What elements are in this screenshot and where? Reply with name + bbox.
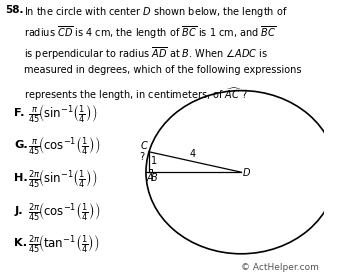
Text: F.: F.	[14, 108, 25, 118]
Text: $\frac{2\pi}{45}\!\left(\sin^{-1}\!\left(\frac{1}{4}\right)\right)$: $\frac{2\pi}{45}\!\left(\sin^{-1}\!\left…	[28, 167, 98, 189]
Text: © ActHelper.com: © ActHelper.com	[241, 263, 319, 272]
Text: H.: H.	[14, 173, 28, 183]
Text: G.: G.	[14, 140, 28, 150]
Text: K.: K.	[14, 238, 27, 248]
Text: $\frac{\pi}{45}\!\left(\sin^{-1}\!\left(\frac{1}{4}\right)\right)$: $\frac{\pi}{45}\!\left(\sin^{-1}\!\left(…	[28, 102, 98, 124]
Text: $\frac{2\pi}{45}\!\left(\cos^{-1}\!\left(\frac{1}{4}\right)\right)$: $\frac{2\pi}{45}\!\left(\cos^{-1}\!\left…	[28, 200, 100, 222]
Text: B: B	[150, 173, 157, 183]
Text: measured in degrees, which of the following expressions: measured in degrees, which of the follow…	[24, 65, 301, 75]
Text: 58.: 58.	[5, 5, 23, 15]
Text: radius $\overline{CD}$ is 4 cm, the length of $\overline{BC}$ is 1 cm, and $\ove: radius $\overline{CD}$ is 4 cm, the leng…	[24, 25, 276, 41]
Text: 4: 4	[190, 149, 196, 159]
Text: represents the length, in centimeters, of $\widehat{AC}$ ?: represents the length, in centimeters, o…	[24, 86, 248, 103]
Text: $\frac{2\pi}{45}\!\left(\tan^{-1}\!\left(\frac{1}{4}\right)\right)$: $\frac{2\pi}{45}\!\left(\tan^{-1}\!\left…	[28, 232, 100, 254]
Bar	[149, 169, 152, 172]
Text: is perpendicular to radius $\overline{AD}$ at $B$. When $\angle ADC$ is: is perpendicular to radius $\overline{AD…	[24, 45, 268, 62]
Text: C: C	[141, 141, 147, 151]
Text: 1: 1	[151, 156, 157, 166]
Text: In the circle with center $D$ shown below, the length of: In the circle with center $D$ shown belo…	[24, 5, 288, 19]
Text: ?: ?	[139, 152, 144, 162]
Text: A: A	[146, 173, 153, 183]
Text: $\frac{\pi}{45}\!\left(\cos^{-1}\!\left(\frac{1}{4}\right)\right)$: $\frac{\pi}{45}\!\left(\cos^{-1}\!\left(…	[28, 134, 100, 156]
Text: J.: J.	[14, 206, 23, 216]
Text: D: D	[243, 168, 250, 178]
